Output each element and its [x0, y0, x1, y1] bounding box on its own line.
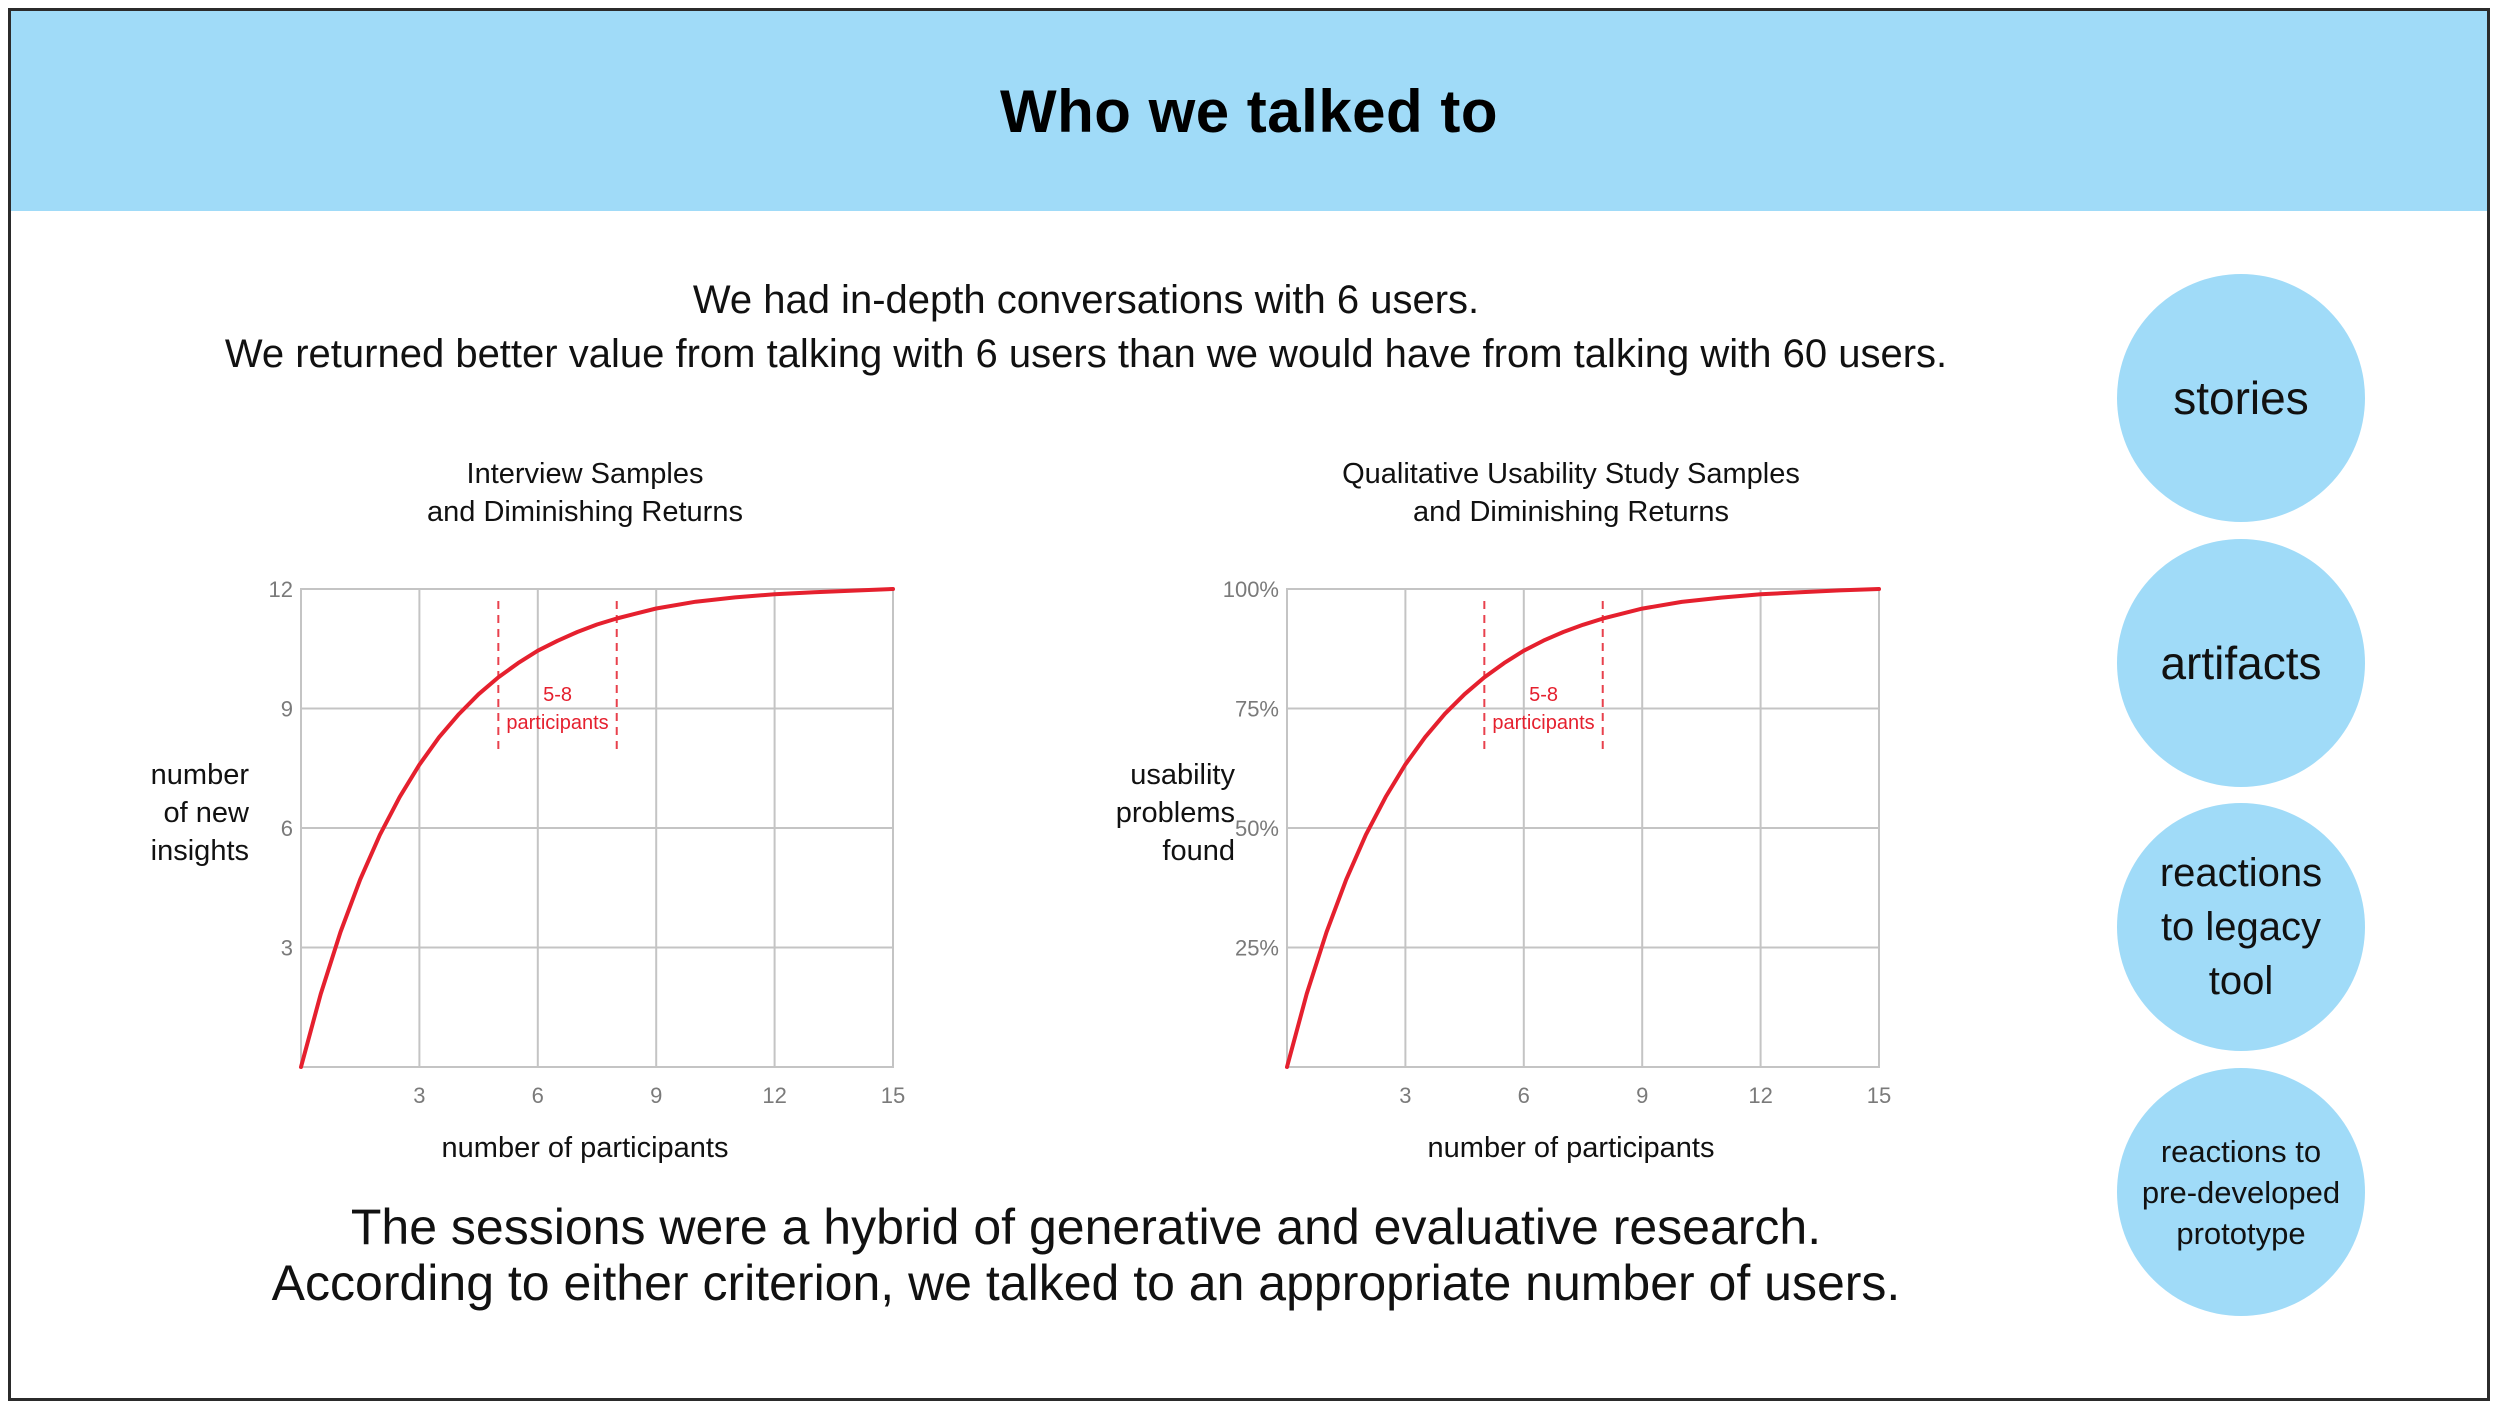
- bubble-label: stories: [2173, 372, 2309, 424]
- x-tick-label: 12: [762, 1083, 786, 1108]
- x-tick-label: 9: [650, 1083, 662, 1108]
- bubble-artifacts: artifacts: [2117, 539, 2365, 787]
- series-line: [1285, 587, 1881, 1069]
- bubble-label: artifacts: [2160, 637, 2322, 689]
- y-tick-label: 6: [281, 816, 293, 841]
- y-axis-title-line: usability: [1130, 759, 1235, 791]
- chart-title-line: and Diminishing Returns: [1413, 496, 1729, 528]
- y-axis-title-line: number: [151, 759, 250, 791]
- chart-title-line: and Diminishing Returns: [427, 496, 743, 528]
- annotation-range: 5-8 participants: [1483, 601, 1604, 749]
- y-tick-label: 75%: [1235, 697, 1279, 722]
- x-tick-label: 3: [413, 1083, 425, 1108]
- title-banner: Who we talked to: [11, 11, 2487, 211]
- chart-grid: [1287, 588, 1880, 1067]
- outro-line-1: The sessions were a hybrid of generative…: [350, 1199, 1822, 1255]
- chart-title-line: Qualitative Usability Study Samples: [1342, 458, 1800, 490]
- chart-svg: Interview Samples and Diminishing Returns…: [151, 458, 906, 1164]
- x-tick-label: 6: [532, 1083, 544, 1108]
- bubble-reactions-prototype: reactions to pre-developed prototype: [2117, 1068, 2365, 1316]
- slide: Who we talked to We had in-depth convers…: [8, 8, 2490, 1401]
- y-axis-title-line: of new: [164, 797, 250, 829]
- outro-line-2: According to either criterion, we talked…: [271, 1255, 1901, 1311]
- annotation-label: participants: [506, 712, 608, 734]
- intro-line-2: We returned better value from talking wi…: [224, 332, 1948, 376]
- usability-samples-chart: Qualitative Usability Study Samples and D…: [1109, 441, 2029, 1164]
- x-axis-title: number of participants: [1428, 1132, 1715, 1164]
- x-tick-label: 6: [1518, 1083, 1530, 1108]
- annotation-label: 5-8: [543, 684, 572, 706]
- bubble-stories: stories: [2117, 274, 2365, 522]
- y-tick-label: 12: [269, 577, 293, 602]
- x-tick-label: 3: [1399, 1083, 1411, 1108]
- intro-text: We had in-depth conversations with 6 use…: [71, 273, 2101, 381]
- y-tick-label: 9: [281, 697, 293, 722]
- annotation-range: 5-8 participants: [497, 601, 618, 749]
- plot-frame: [1286, 588, 1880, 1068]
- y-tick-label: 3: [281, 936, 293, 961]
- x-tick-label: 15: [1867, 1083, 1891, 1108]
- x-axis-title: number of participants: [442, 1132, 729, 1164]
- chart-svg: Qualitative Usability Study Samples and D…: [1116, 458, 1892, 1164]
- x-tick-label: 15: [881, 1083, 905, 1108]
- y-axis-title-line: found: [1162, 835, 1235, 867]
- bubble-reactions-legacy-tool: reactions to legacy tool: [2117, 803, 2365, 1051]
- interview-samples-chart: Interview Samples and Diminishing Returns…: [123, 441, 1043, 1164]
- y-tick-label: 100%: [1223, 577, 1279, 602]
- bubble-label: reactions to pre-developed prototype: [2141, 1133, 2341, 1251]
- intro-line-1: We had in-depth conversations with 6 use…: [692, 278, 1480, 322]
- annotation-label: 5-8: [1529, 684, 1558, 706]
- annotation-label: participants: [1492, 712, 1594, 734]
- x-tick-label: 9: [1636, 1083, 1648, 1108]
- chart-title-line: Interview Samples: [467, 458, 704, 490]
- chart-grid: [301, 588, 894, 1067]
- y-axis-title-line: insights: [151, 835, 249, 867]
- page-title: Who we talked to: [999, 77, 1499, 145]
- bubble-label: reactions to legacy tool: [2159, 851, 2323, 1003]
- plot-frame: [300, 588, 894, 1068]
- series-line: [299, 587, 895, 1069]
- y-tick-label: 25%: [1235, 936, 1279, 961]
- y-axis-title-line: problems: [1116, 797, 1235, 829]
- outro-text: The sessions were a hybrid of generative…: [71, 1199, 2101, 1311]
- y-tick-label: 50%: [1235, 816, 1279, 841]
- x-tick-label: 12: [1748, 1083, 1772, 1108]
